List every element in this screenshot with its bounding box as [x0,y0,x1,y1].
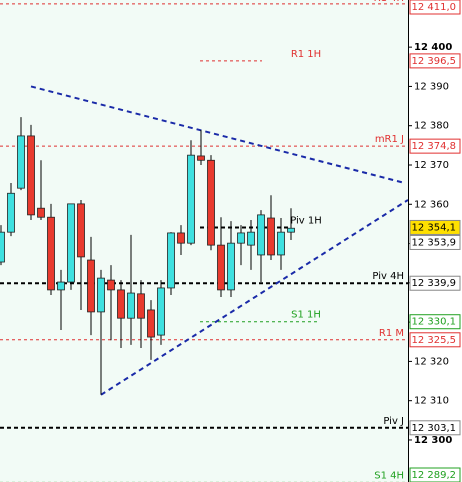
candle-body [37,207,45,218]
candle-body [67,203,75,283]
candle-body [0,231,5,263]
candle-body [137,293,145,319]
y-tick-label: 12 310 [414,396,449,407]
value-box-label: 12 354,1 [411,222,456,233]
candle-body [257,214,265,256]
value-box [409,314,461,330]
candle-body [177,232,185,244]
value-box-label: 12 374,8 [411,141,456,152]
y-tick-label: 12 300 [414,435,452,446]
candle-body [87,259,95,313]
value-box-label: 12 325,5 [411,335,456,346]
candle-body [77,203,85,258]
candle-body [127,292,135,319]
level-label: R1 4H [374,0,404,4]
candle-body [47,216,55,291]
y-tick-label: 12 400 [414,42,452,53]
candle-body [217,244,225,291]
level-label: R1 M [379,328,404,339]
value-box [409,53,461,69]
value-box [409,332,461,348]
level-label: Piv 1H [290,215,322,226]
level-label: R1 1H [291,49,321,60]
candle-body [157,287,165,336]
value-box-label: 12 339,9 [411,278,456,289]
candle-body [57,281,65,291]
candle-body [147,309,155,338]
candle-body [207,159,215,246]
value-box [409,275,461,291]
value-box-label: 12 411,0 [411,2,456,13]
candle-body [117,289,125,319]
y-tick-label: 12 370 [414,160,449,171]
candle-body [247,231,255,246]
candle-body [227,242,235,291]
level-label: Piv J [383,416,404,427]
y-tick-label: 12 390 [414,81,449,92]
value-box [409,234,461,250]
candle-body [187,154,195,244]
value-box-label: 12 303,1 [411,423,456,434]
value-box [409,219,461,235]
candle-body [277,231,285,256]
value-box-label: 12 330,1 [411,317,456,328]
trendline [100,199,408,396]
level-label: mR1 J [375,134,404,145]
candle-body [267,217,275,256]
candle-body [27,135,35,216]
y-tick-label: 12 360 [414,199,449,210]
value-box [409,420,461,436]
y-tick-label: 12 380 [414,121,449,132]
trendline [30,85,406,185]
plot-area [0,3,408,482]
value-box [409,0,461,15]
level-label: S1 4H [374,470,404,481]
candle-body [287,227,295,233]
value-box-label: 12 353,9 [411,237,456,248]
level-label: Piv 4H [372,271,404,282]
candle-body [167,232,175,289]
value-box [409,138,461,154]
value-box-label: 12 289,2 [411,470,456,481]
plot-background [0,0,408,482]
candle-body [237,232,245,244]
candle-body [7,192,15,233]
candle-body [197,155,205,161]
candle-body [107,279,115,291]
y-tick-label: 12 320 [414,356,449,367]
candle-body [17,135,25,189]
candle-body [97,277,105,313]
value-box [409,467,461,482]
level-label: S1 1H [291,310,321,321]
value-box-label: 12 396,5 [411,56,456,67]
